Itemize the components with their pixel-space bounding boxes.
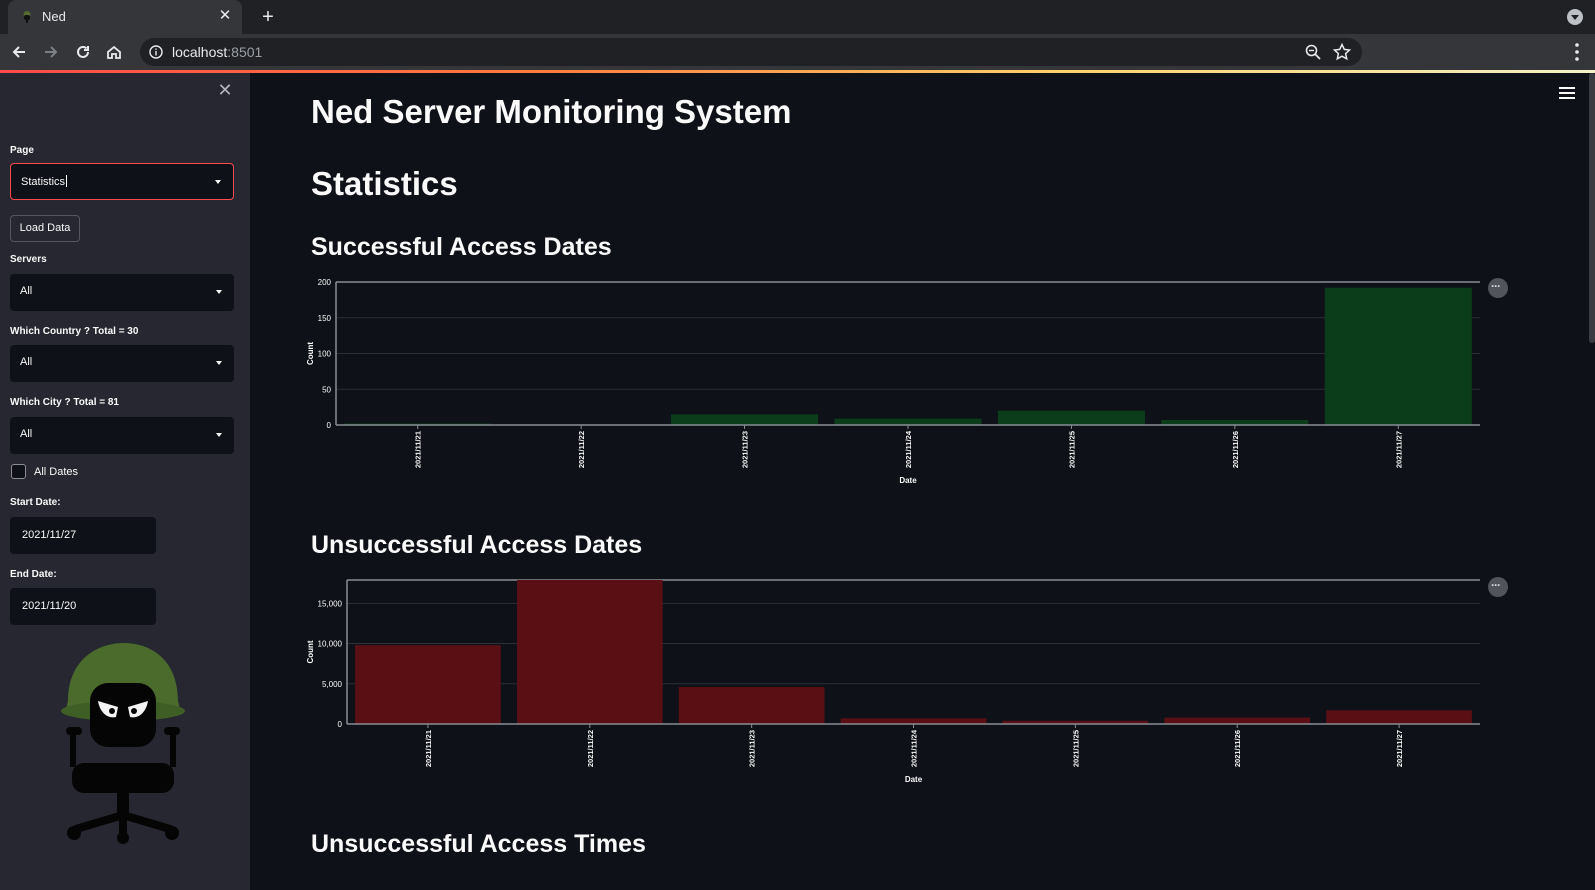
chevron-down-icon — [216, 361, 222, 365]
all-dates-checkbox[interactable] — [11, 464, 26, 479]
chart-options-icon[interactable] — [1488, 278, 1508, 298]
y-axis-title: Count — [306, 640, 315, 663]
new-tab-icon[interactable]: + — [262, 6, 274, 28]
bar[interactable] — [1326, 710, 1472, 724]
x-tick-label: 2021/11/21 — [424, 730, 433, 767]
end-date-value: 2021/11/20 — [22, 600, 77, 612]
chevron-down-icon — [215, 180, 221, 184]
reload-icon[interactable] — [70, 39, 96, 65]
page-select[interactable]: Statistics — [10, 163, 234, 200]
y-tick-label: 10,000 — [318, 640, 343, 649]
all-dates-label[interactable]: All Dates — [34, 466, 79, 478]
x-tick-label: 2021/11/21 — [414, 431, 423, 468]
bar[interactable] — [671, 414, 819, 425]
bar[interactable] — [355, 645, 501, 724]
successful-access-chart: 0 50 100 150 200 2021/11/21 2021/11/22 2021/11/… — [306, 278, 1480, 485]
page-title: Ned Server Monitoring System — [311, 93, 792, 130]
x-tick-label: 2021/11/23 — [741, 431, 750, 468]
address-bar[interactable]: localhost:8501 — [140, 38, 1362, 66]
x-tick-label: 2021/11/25 — [1071, 730, 1080, 767]
bar[interactable] — [997, 410, 1145, 425]
chart-options-icon[interactable] — [1488, 577, 1508, 597]
page-label: Page — [10, 145, 34, 156]
city-label: Which City ? Total = 81 — [10, 397, 119, 408]
x-axis-title: Date — [899, 476, 917, 485]
y-axis-title: Count — [306, 342, 315, 365]
city-select-value: All — [20, 428, 33, 440]
x-tick-label: 2021/11/22 — [577, 431, 586, 468]
chevron-down-icon — [216, 433, 222, 437]
y-tick-label: 15,000 — [318, 599, 343, 608]
section-title: Statistics — [311, 165, 458, 202]
browser-menu-icon[interactable] — [1567, 40, 1587, 64]
y-tick-label: 200 — [318, 278, 332, 287]
x-tick-label: 2021/11/25 — [1067, 431, 1076, 468]
x-tick-label: 2021/11/22 — [586, 730, 595, 767]
x-tick-label: 2021/11/27 — [1395, 730, 1404, 767]
end-date-label: End Date: — [10, 569, 57, 580]
y-tick-label: 100 — [318, 350, 332, 359]
start-date-label: Start Date: — [10, 497, 61, 508]
x-tick-label: 2021/11/23 — [748, 730, 757, 767]
start-date-input[interactable]: 2021/11/27 — [10, 517, 156, 554]
y-tick-label: 150 — [318, 314, 332, 323]
chart3-title: Unsuccessful Access Times — [311, 830, 646, 858]
end-date-input[interactable]: 2021/11/20 — [10, 588, 156, 625]
unsuccessful-access-chart: 0 5,000 10,000 15,000 2021/11/21 2021/11/22 20… — [306, 579, 1480, 784]
tab-close-icon[interactable]: ✕ — [218, 7, 232, 24]
x-tick-label: 2021/11/27 — [1394, 431, 1403, 468]
app-decoration-bar — [0, 70, 1595, 73]
x-axis-title: Date — [905, 775, 923, 784]
y-tick-label: 0 — [327, 421, 332, 430]
y-tick-label: 50 — [322, 385, 331, 394]
forward-icon[interactable] — [38, 39, 64, 65]
x-tick-label: 2021/11/26 — [1233, 730, 1242, 767]
home-icon[interactable] — [101, 39, 127, 65]
start-date-value: 2021/11/27 — [22, 529, 77, 541]
x-tick-label: 2021/11/24 — [910, 729, 919, 767]
close-sidebar-icon[interactable]: ✕ — [217, 80, 233, 100]
country-select-value: All — [20, 356, 33, 368]
bar[interactable] — [840, 718, 987, 724]
main-content: Ned Server Monitoring System Statistics … — [250, 73, 1595, 890]
browser-tab-bar: Ned ✕ + — [0, 0, 1595, 34]
city-select[interactable]: All — [10, 417, 234, 454]
country-label: Which Country ? Total = 30 — [10, 326, 139, 337]
y-tick-label: 5,000 — [322, 680, 343, 689]
chart1-title: Successful Access Dates — [311, 233, 612, 261]
ned-mascot-logo — [61, 643, 185, 844]
scrollbar[interactable] — [1589, 73, 1595, 343]
ned-favicon-icon — [23, 11, 31, 23]
hamburger-menu-icon[interactable] — [1559, 87, 1575, 99]
x-tick-label: 2021/11/26 — [1231, 431, 1240, 468]
y-tick-label: 0 — [338, 720, 343, 729]
tab-search-icon[interactable] — [1567, 9, 1583, 25]
bar[interactable] — [1161, 419, 1309, 425]
bar[interactable] — [1002, 720, 1149, 724]
bar[interactable] — [1164, 717, 1311, 724]
zoom-icon[interactable] — [1304, 43, 1322, 61]
servers-select[interactable]: All — [10, 274, 234, 311]
bar[interactable] — [834, 418, 982, 425]
servers-label: Servers — [10, 254, 47, 265]
bookmark-star-icon[interactable] — [1332, 42, 1352, 62]
country-select[interactable]: All — [10, 345, 234, 382]
page-select-value: Statistics — [21, 176, 66, 188]
site-info-icon[interactable] — [148, 44, 164, 60]
servers-select-value: All — [20, 285, 33, 297]
url-text[interactable]: localhost:8501 — [172, 44, 263, 60]
tab-title: Ned — [42, 9, 66, 24]
browser-tab[interactable]: Ned ✕ — [8, 0, 242, 34]
load-data-button[interactable]: Load Data — [10, 215, 80, 242]
back-icon[interactable] — [6, 39, 32, 65]
bar[interactable] — [1324, 287, 1472, 425]
chevron-down-icon — [216, 290, 222, 294]
bar[interactable] — [516, 580, 663, 724]
chart2-title: Unsuccessful Access Dates — [311, 531, 643, 559]
sidebar: ✕ Page Statistics Load Data Servers All … — [0, 73, 250, 890]
browser-toolbar: localhost:8501 — [0, 34, 1595, 70]
x-tick-label: 2021/11/24 — [904, 430, 913, 468]
bar[interactable] — [678, 686, 825, 724]
